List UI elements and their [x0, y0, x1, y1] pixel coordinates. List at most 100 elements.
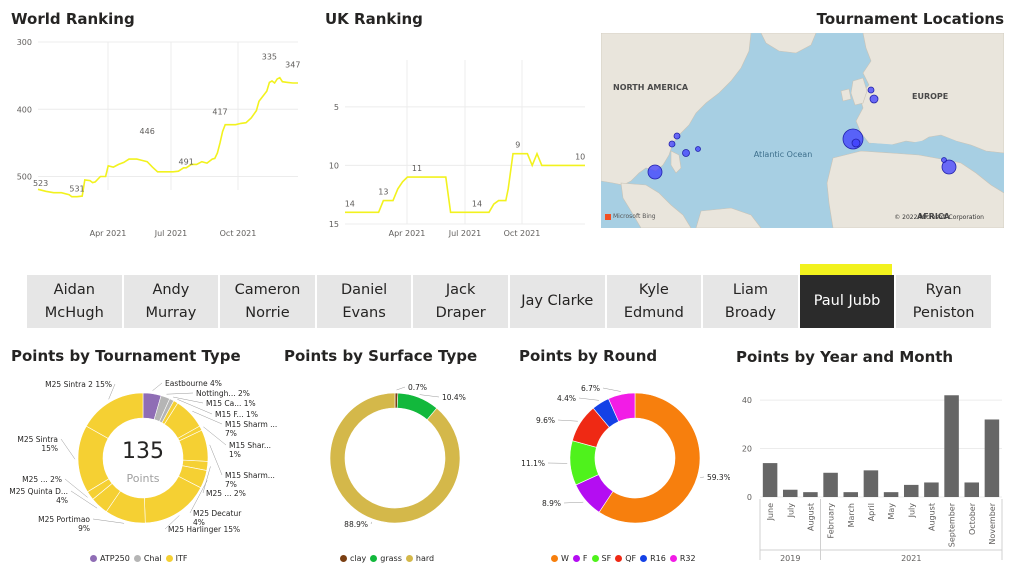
bar[interactable]	[782, 489, 798, 497]
y-tick-label: 15	[329, 220, 339, 229]
map-marker[interactable]	[941, 159, 957, 175]
player-button[interactable]: Andy Murray	[123, 275, 221, 328]
bar[interactable]	[823, 472, 838, 497]
player-button[interactable]: Paul Jubb	[799, 275, 897, 328]
tournament-type-chart[interactable]: Eastbourne 4%Nottingh... 2%M15 Ca... 1% M…	[0, 370, 280, 582]
legend-label: ITF	[175, 554, 188, 563]
legend-marker	[669, 555, 677, 562]
bar[interactable]	[883, 492, 899, 497]
world-ranking-chart[interactable]: 300 400 500 Apr 2021 Jul 2021 Oct 2021 523 531 4…	[0, 30, 300, 245]
pie-slice[interactable]	[85, 392, 144, 439]
bar[interactable]	[903, 484, 919, 497]
player-button[interactable]: Ryan Peniston	[896, 275, 991, 328]
data-label: 9	[515, 141, 520, 150]
map-copyright: © 2022 Microsoft Corporation	[894, 214, 984, 221]
slice-label: M25 Quinta D...	[9, 487, 68, 496]
legend-item[interactable]: R32	[669, 554, 696, 563]
leader-line	[192, 410, 223, 425]
slice-label: 15%	[41, 444, 58, 453]
surface-type-chart[interactable]: 0.7% 10.4% 88.9%	[280, 370, 500, 582]
slice-label: 59.3%	[707, 473, 730, 482]
legend-item[interactable]: clay	[340, 554, 366, 563]
map-marker[interactable]	[673, 132, 681, 140]
legend-item[interactable]: W	[551, 554, 569, 563]
uk-ranking-chart[interactable]: 5 10 15 Apr 2021 Jul 2021 Oct 2021 14 13 11 14 9 10	[315, 30, 600, 245]
bar[interactable]	[984, 419, 1000, 497]
legend-item[interactable]: R16	[640, 554, 666, 563]
round-chart[interactable]: 59.3% 8.9% 11.1% 9.6% 4.4% 6.7%	[505, 370, 730, 582]
player-button[interactable]: Daniel Evans	[316, 275, 414, 328]
slice-label: 4%	[193, 518, 205, 527]
leader-line	[70, 490, 98, 509]
legend-item[interactable]: F	[572, 554, 588, 563]
data-label: 523	[33, 179, 48, 188]
player-slicer[interactable]: Aidan McHugh Andy Murray Cameron Norrie Dan…	[27, 275, 991, 328]
legend-label: ATP250	[100, 554, 130, 563]
selected-indicator	[800, 264, 892, 275]
data-label: 446	[140, 127, 155, 136]
legend-label: Chal	[143, 554, 162, 563]
surface-type-title: Points by Surface Type	[284, 347, 478, 365]
bar[interactable]	[964, 482, 980, 497]
tournament-locations-map[interactable]: NORTH AMERICA EUROPE AFRICA Atlantic Oce…	[601, 33, 1004, 228]
player-button[interactable]: Cameron Norrie	[220, 275, 317, 328]
map-marker[interactable]	[941, 157, 947, 163]
slice-label: M15 Sharm...	[225, 471, 275, 480]
player-button[interactable]: Liam Broady	[703, 275, 800, 328]
legend-item[interactable]: Chal	[133, 554, 162, 563]
legend-label: F	[582, 554, 588, 563]
legend-item[interactable]: ITF	[165, 554, 188, 563]
series-line[interactable]	[345, 151, 585, 214]
year-month-title: Points by Year and Month	[736, 348, 954, 366]
bar[interactable]	[803, 492, 818, 497]
y-tick-label: 10	[329, 161, 339, 170]
legend-item[interactable]: QF	[615, 554, 636, 563]
year-month-chart[interactable]: 0 20 40 June July August February March April May…	[730, 370, 1024, 582]
legend-item[interactable]: grass	[370, 554, 402, 563]
y-tick-label: 300	[17, 38, 32, 47]
player-button[interactable]: Kyle Edmund	[606, 275, 704, 328]
slice-label: 11.1%	[521, 459, 545, 468]
slice-label: 6.7%	[581, 384, 600, 393]
map-marker[interactable]	[869, 94, 879, 104]
legend-item[interactable]: hard	[405, 554, 434, 563]
leader-line	[164, 515, 180, 530]
bar[interactable]	[762, 463, 778, 497]
series-line[interactable]	[37, 76, 298, 198]
bar[interactable]	[924, 482, 939, 497]
x-tick-label: March	[847, 503, 856, 527]
leader-line	[177, 399, 213, 415]
bar[interactable]	[944, 395, 959, 497]
data-label: 14	[472, 199, 482, 208]
legend-marker	[133, 555, 141, 562]
map-marker[interactable]	[867, 86, 875, 94]
bar[interactable]	[843, 492, 859, 497]
map-marker[interactable]	[647, 164, 663, 180]
legend-marker	[572, 555, 580, 562]
slice-label: Nottingh... 2%	[196, 389, 250, 398]
leader-line	[396, 386, 406, 391]
map-marker[interactable]	[682, 149, 690, 157]
legend-marker	[640, 555, 648, 562]
legend-item[interactable]: SF	[591, 554, 611, 563]
pie-slice[interactable]	[608, 392, 636, 422]
x-tick-label: Jul 2021	[154, 229, 188, 238]
legend-label: clay	[350, 554, 367, 563]
slice-label: M25 Sintra	[17, 435, 58, 444]
world-ranking-title: World Ranking	[11, 10, 135, 28]
map-marker[interactable]	[851, 138, 861, 148]
map-marker[interactable]	[695, 146, 701, 152]
player-button[interactable]: Jay Clarke	[509, 275, 607, 328]
player-button[interactable]: Aidan McHugh	[27, 275, 124, 328]
map-marker[interactable]	[668, 140, 676, 148]
pie-slice[interactable]	[329, 392, 461, 524]
bar[interactable]	[863, 470, 879, 497]
leader-line	[173, 396, 204, 404]
y-tick-label: 500	[17, 173, 32, 182]
map-ocean-label: Atlantic Ocean	[753, 150, 813, 159]
legend-item[interactable]: ATP250	[90, 554, 130, 563]
leader-line	[166, 392, 194, 395]
pie-slice[interactable]	[598, 392, 701, 524]
tournament-type-title: Points by Tournament Type	[11, 347, 241, 365]
player-button[interactable]: Jack Draper	[413, 275, 510, 328]
